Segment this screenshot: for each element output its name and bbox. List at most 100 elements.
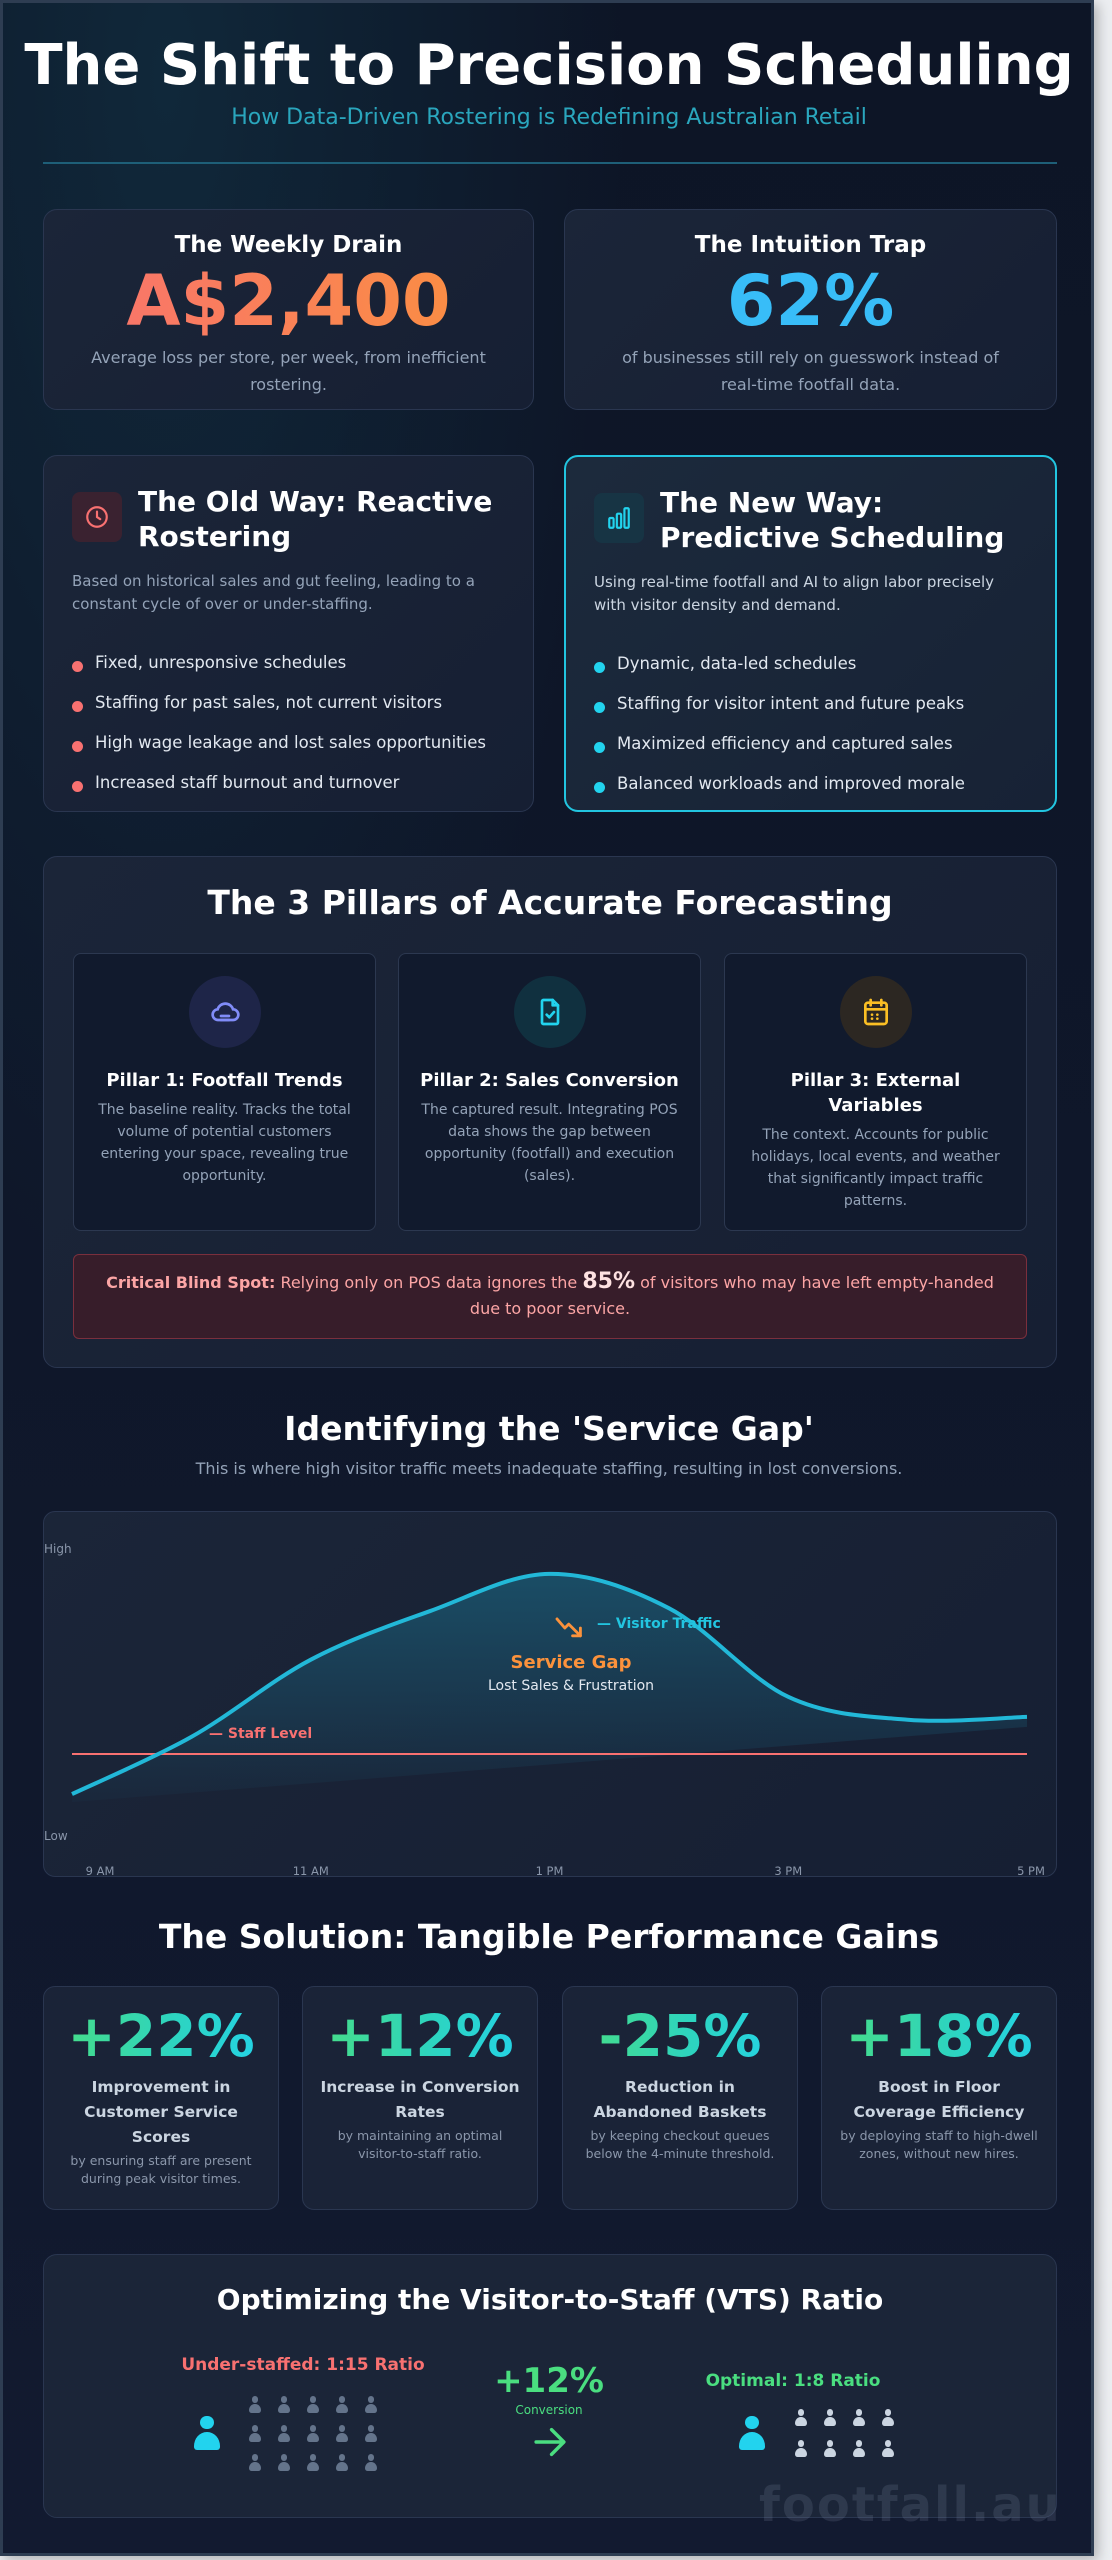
file-check-icon [513,976,586,1048]
cloud-icon [188,976,261,1048]
gain-title: Reduction in Abandoned Baskets [593,2078,767,2121]
optimal-label: Optimal: 1:8 Ratio [705,2371,881,2391]
alert-highlight: 85% [582,1269,636,1294]
clock-icon [72,492,122,542]
solution-title: The Solution: Tangible Performance Gains [158,1917,940,1956]
new-way-card: The New Way: Predictive Scheduling Using… [564,455,1057,812]
list-item: Staffing for visitor intent and future p… [594,683,1027,723]
header-divider [43,162,1057,164]
gain-title: Increase in Conversion Rates [320,2078,520,2121]
gain-value: -25% [563,2003,797,2069]
x-tick-label: 9 AM [85,1864,115,1878]
new-way-description: Using real-time footfall and AI to align… [594,573,995,614]
chart-svg [71,1571,1028,1803]
list-item-text: Dynamic, data-led schedules [617,653,857,673]
legend-label: Staff Level [227,1726,313,1742]
list-item-text: Maximized efficiency and captured sales [617,733,953,753]
list-item: High wage leakage and lost sales opportu… [72,722,505,762]
pillars-title: The 3 Pillars of Accurate Forecasting [207,883,893,922]
new-way-list: Dynamic, data-led schedules Staffing for … [594,643,1027,803]
visitor-traffic-line [71,1571,1028,1796]
bar-chart-icon [594,493,644,543]
bullet-dot-icon [72,740,83,752]
bullet-dot-icon [594,741,605,753]
calendar-icon [839,976,912,1048]
critical-blind-spot-alert: Critical Blind Spot: Relying only on POS… [73,1254,1027,1339]
under-staffed-label: Under-staffed: 1:15 Ratio [181,2355,425,2375]
gain-value: +18% [822,2003,1056,2069]
old-way-description: Based on historical sales and gut feelin… [72,572,475,613]
service-gap-title: Identifying the 'Service Gap' [284,1409,814,1448]
y-label-low: Low [44,1829,68,1843]
pillar-description: The baseline reality. Tracks the total v… [98,1102,351,1184]
list-item: Fixed, unresponsive schedules [72,642,505,682]
y-label-high: High [44,1542,72,1556]
old-way-card: The Old Way: Reactive Rostering Based on… [43,455,534,812]
vts-gain-label: Conversion [515,2403,583,2417]
old-way-title: The Old Way: Reactive Rostering [138,485,493,553]
vts-title: Optimizing the Visitor-to-Staff (VTS) Ra… [216,2283,884,2316]
list-item: Maximized efficiency and captured sales [594,723,1027,763]
stat-card-intuition-trap: The Intuition Trap 62% of businesses sti… [564,209,1057,410]
gain-card: +18% Boost in Floor Coverage Efficiency by… [821,1986,1057,2210]
gain-description: by keeping checkout queues below the 4-m… [585,2128,775,2161]
page-title: The Shift to Precision Scheduling [24,33,1074,98]
gain-card: +12% Increase in Conversion Rates by maint… [302,1986,538,2210]
x-tick-label: 3 PM [774,1864,803,1878]
service-gap-annotation-title: Service Gap [510,1652,632,1673]
gain-description: by maintaining an optimal visitor-to-sta… [337,2128,503,2161]
pillar-card-external-variables: Pillar 3: External Variables The context… [724,953,1027,1231]
list-item: Staffing for past sales, not current vis… [72,682,505,722]
gain-description: by deploying staff to high-dwell zones, … [840,2128,1038,2161]
service-gap-area [72,1573,1027,1803]
watermark-logo: footfall.au [759,2477,1062,2533]
gain-value: +22% [44,2003,278,2069]
pillar-description: The captured result. Integrating POS dat… [421,1102,678,1184]
alert-text-before: Relying only on POS data ignores the [280,1273,578,1292]
gain-title: Boost in Floor Coverage Efficiency [853,2078,1025,2121]
list-item-text: Staffing for visitor intent and future p… [617,693,965,713]
pillar-description: The context. Accounts for public holiday… [751,1127,1000,1209]
gain-title: Improvement in Customer Service Scores [84,2078,238,2146]
trend-down-icon [554,1615,586,1645]
bullet-dot-icon [594,701,605,713]
service-gap-subtitle: This is where high visitor traffic meets… [195,1459,903,1478]
legend-label: Visitor Traffic [615,1616,721,1632]
pillar-title: Pillar 1: Footfall Trends [106,1070,343,1091]
alert-text-after: of visitors who may have left empty-hand… [469,1273,994,1318]
arrow-right-icon [531,2425,569,2463]
list-item-text: Staffing for past sales, not current vis… [95,692,443,712]
gain-description: by ensuring staff are present during pea… [70,2153,252,2186]
stat-description: Average loss per store, per week, from i… [91,348,486,394]
service-gap-annotation-text: Lost Sales & Frustration [487,1678,655,1694]
stat-value: 62% [726,260,895,342]
bullet-dot-icon [72,700,83,712]
vts-gain-value: +12% [494,2361,604,2401]
stat-description: of businesses still rely on guesswork in… [622,348,999,394]
page-subtitle: How Data-Driven Rostering is Redefining … [231,105,867,130]
stat-title: The Intuition Trap [694,232,927,258]
bullet-dot-icon [72,780,83,792]
pillar-card-sales-conversion: Pillar 2: Sales Conversion The captured … [398,953,701,1231]
list-item-text: Fixed, unresponsive schedules [95,652,347,672]
alert-label: Critical Blind Spot: [106,1273,276,1292]
service-gap-chart: High Low 9 AM 11 AM 1 PM 3 PM 5 PM — Visitor… [43,1511,1057,1878]
old-way-list: Fixed, unresponsive schedules Staffing fo… [72,642,505,802]
stat-value: A$2,400 [44,258,533,344]
list-item-text: High wage leakage and lost sales opportu… [95,732,486,752]
list-item-text: Balanced workloads and improved morale [617,773,965,793]
pillar-title: Pillar 2: Sales Conversion [420,1070,679,1091]
stat-title: The Weekly Drain [174,232,403,258]
bullet-dot-icon [594,661,605,673]
list-item: Increased staff burnout and turnover [72,762,505,802]
x-tick-label: 5 PM [1017,1864,1045,1878]
x-tick-label: 1 PM [535,1864,564,1878]
legend-visitor-traffic: — Visitor Traffic [597,1616,721,1632]
list-item-text: Increased staff burnout and turnover [95,772,400,792]
gain-value: +12% [303,2003,537,2069]
legend-staff-level: — Staff Level [209,1726,313,1742]
stat-card-weekly-drain: The Weekly Drain A$2,400 Average loss pe… [43,209,534,410]
pillar-card-footfall: Pillar 1: Footfall Trends The baseline r… [73,953,376,1231]
gain-card: -25% Reduction in Abandoned Baskets by kee… [562,1986,798,2210]
